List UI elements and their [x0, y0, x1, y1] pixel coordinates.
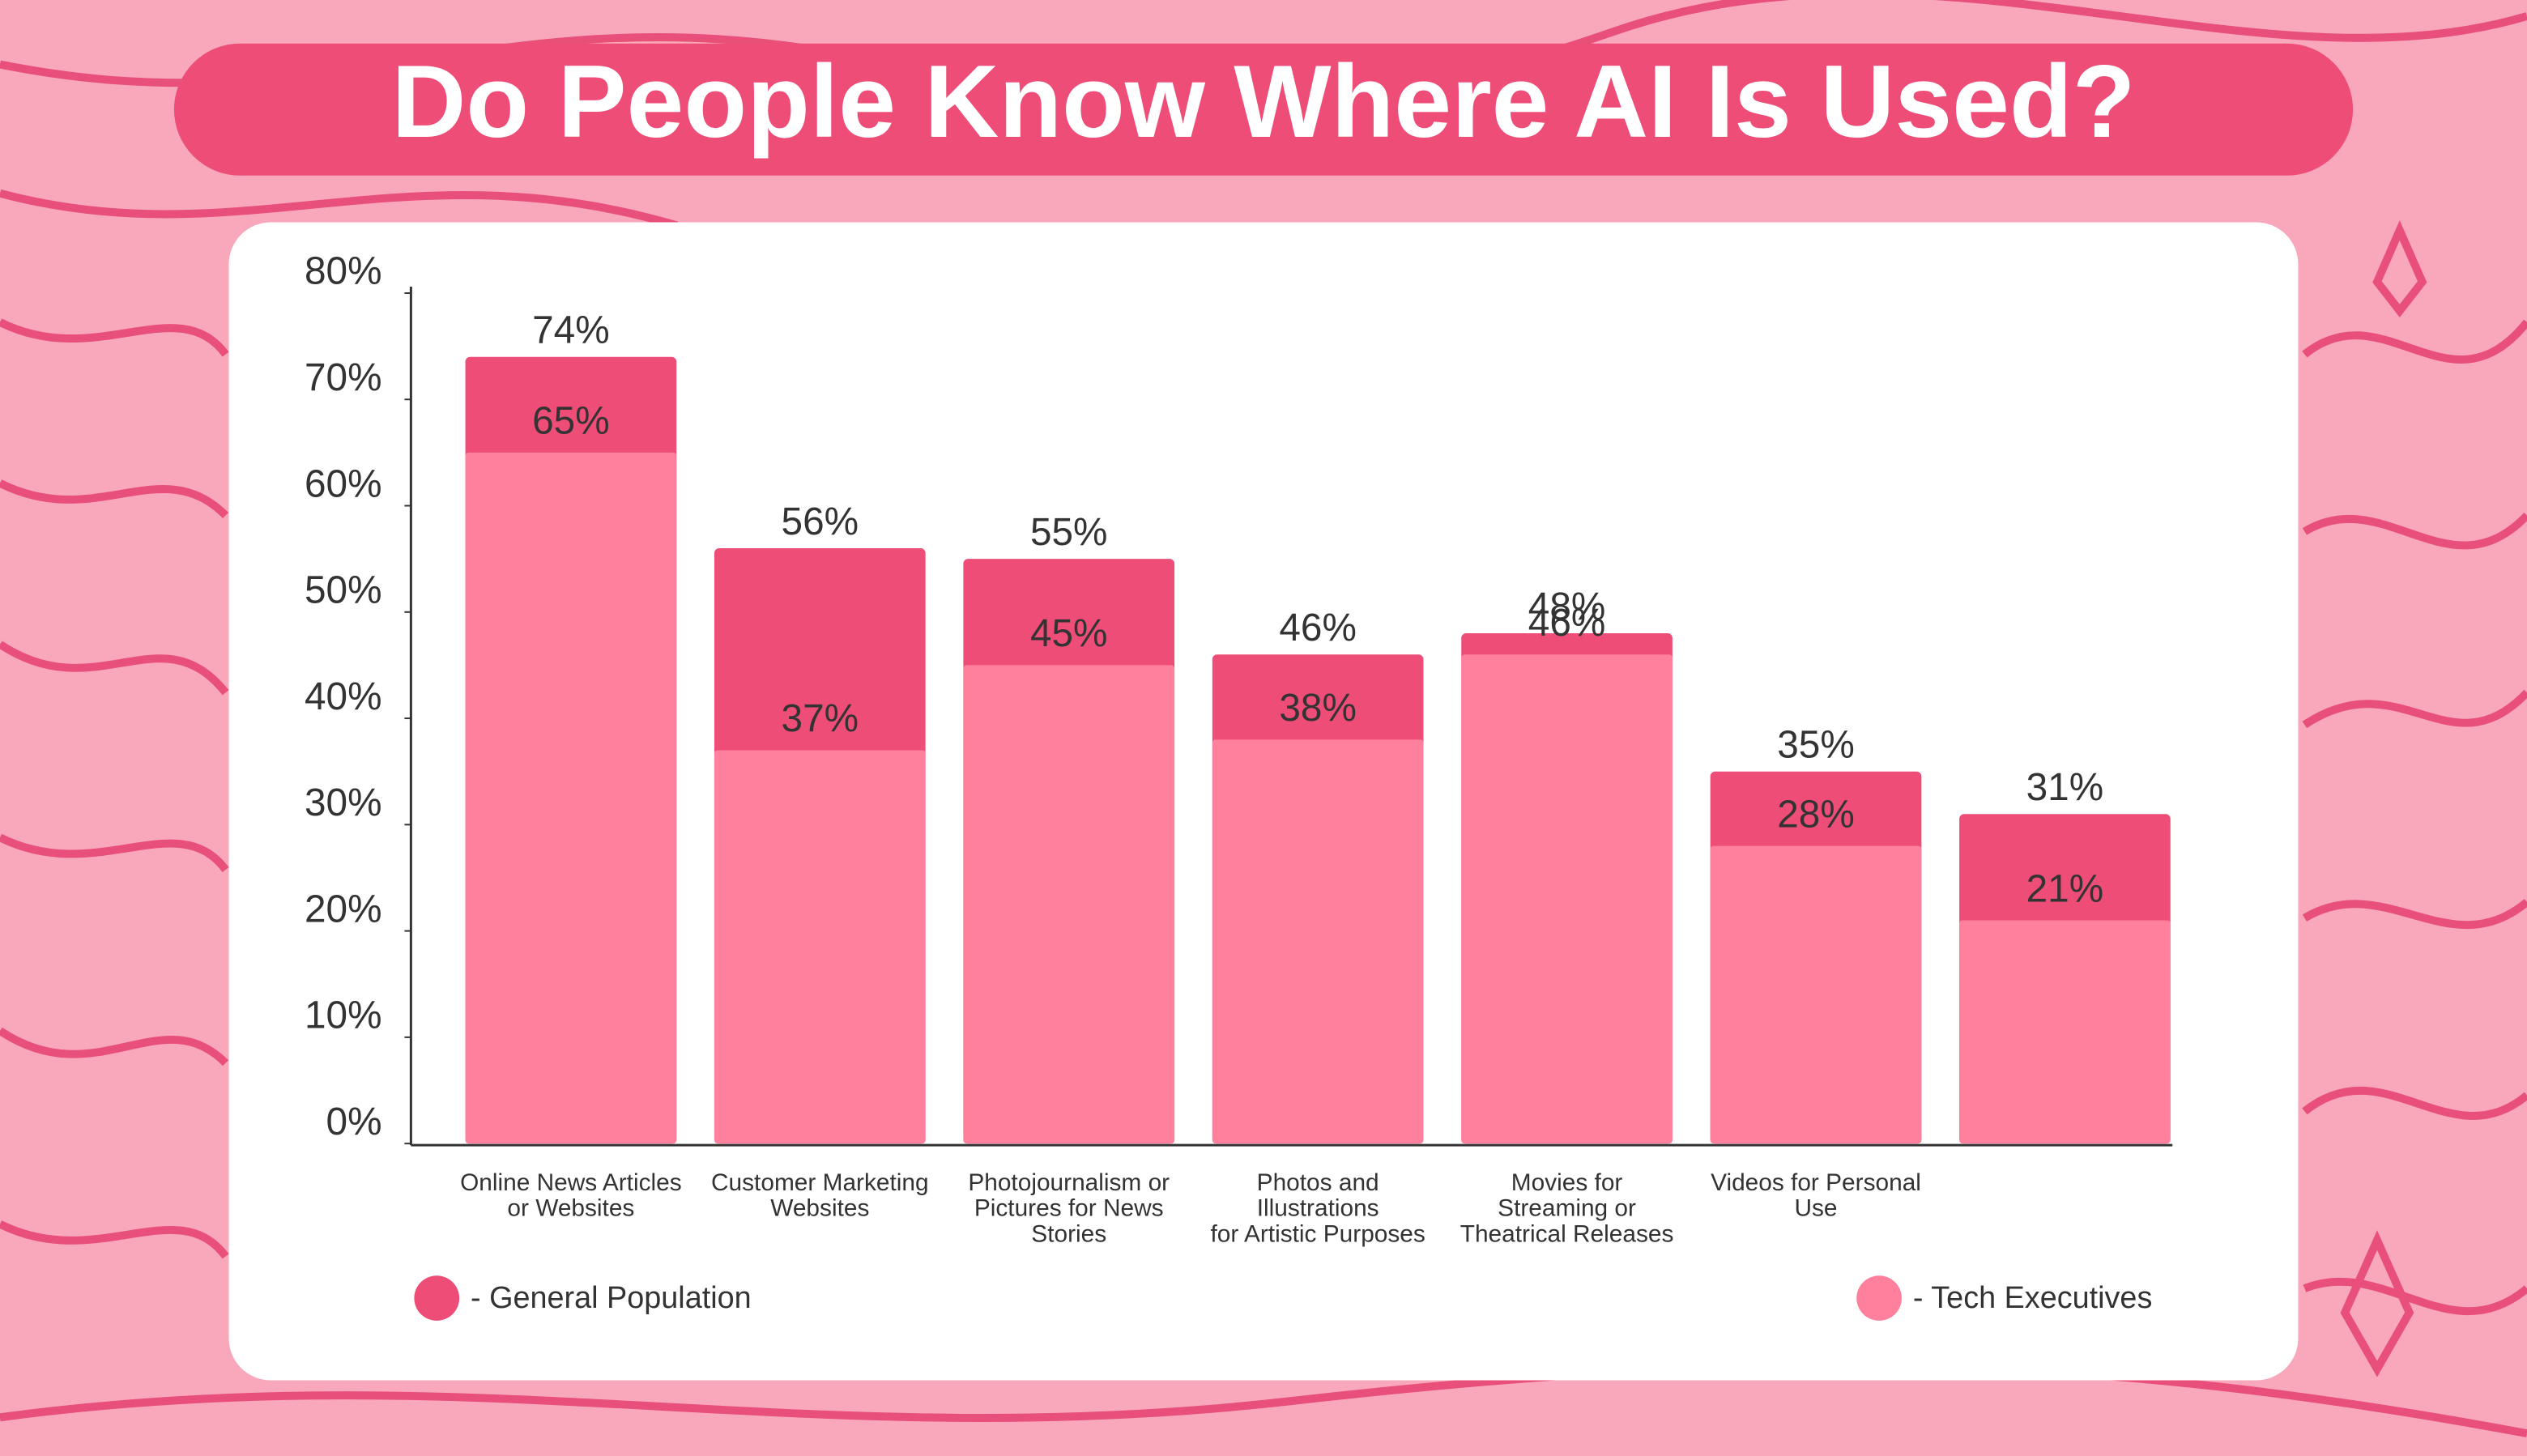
value-label: 74%: [532, 309, 610, 352]
value-label: 65%: [532, 400, 610, 443]
y-tick-label: 0%: [326, 1101, 382, 1143]
value-label: 55%: [1030, 511, 1108, 554]
y-tick-label: 20%: [305, 888, 382, 930]
legend-label: - Tech Executives: [1913, 1281, 2152, 1315]
value-label: 37%: [782, 697, 859, 740]
value-label: 35%: [1777, 723, 1855, 766]
y-tick-label: 30%: [305, 781, 382, 824]
y-tick-label: 10%: [305, 994, 382, 1037]
legend-swatch: [414, 1275, 460, 1321]
y-tick-label: 40%: [305, 675, 382, 718]
chart-title: Do People Know Where AI Is Used?: [391, 44, 2135, 159]
x-tick-label: Photos and Illustrations for Artistic Purp…: [1211, 1169, 1425, 1248]
value-label: 46%: [1528, 602, 1606, 645]
y-tick-label: 60%: [305, 462, 382, 505]
bar: [1212, 739, 1424, 1144]
value-label: 28%: [1777, 793, 1855, 836]
x-tick-label: Videos for Personal Use: [1711, 1169, 1921, 1222]
bar: [1461, 654, 1673, 1144]
bar: [1959, 920, 2171, 1144]
y-tick-label: 70%: [305, 356, 382, 399]
bar: [963, 665, 1175, 1144]
value-label: 48%: [1528, 585, 1606, 628]
legend-swatch: [1856, 1275, 1902, 1321]
x-tick-label: Photojournalism or Pictures for News Stori…: [968, 1169, 1170, 1248]
value-label: 31%: [2026, 766, 2104, 809]
bar: [1710, 845, 1922, 1144]
value-label: 21%: [2026, 867, 2104, 910]
bar: [714, 750, 926, 1144]
value-label: 46%: [1279, 607, 1357, 649]
x-tick-label: Online News Articles or Websites: [460, 1169, 682, 1222]
y-tick-label: 50%: [305, 569, 382, 612]
value-label: 38%: [1279, 687, 1357, 730]
value-label: 56%: [782, 500, 859, 543]
bar: [465, 452, 677, 1144]
value-label: 45%: [1030, 612, 1108, 655]
x-tick-label: Customer Marketing Websites: [711, 1169, 929, 1222]
title-banner: [173, 43, 2354, 176]
x-tick-label: Movies for Streaming or Theatrical Release…: [1460, 1169, 1674, 1248]
y-tick-label: 80%: [305, 250, 382, 293]
legend-label: - General Population: [471, 1281, 752, 1315]
